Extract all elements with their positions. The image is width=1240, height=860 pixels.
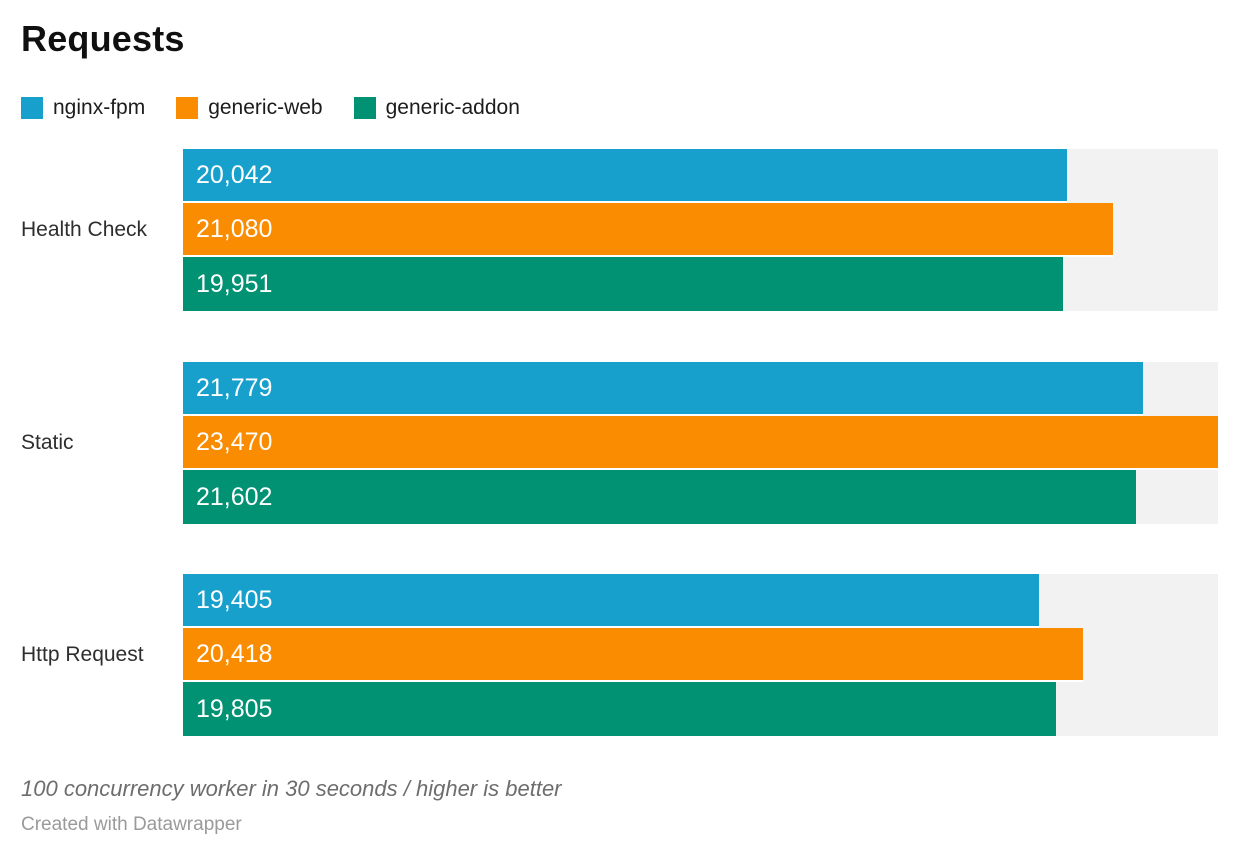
bar-generic-web: 21,080 [183, 203, 1113, 257]
bar-row: 21,602 [183, 470, 1218, 524]
category-label: Http Request [21, 643, 144, 666]
bar-row: 20,418 [183, 628, 1218, 682]
bar-value-label: 21,779 [196, 373, 273, 402]
bar-value-label: 19,951 [196, 269, 273, 298]
legend-item-nginx-fpm: nginx-fpm [21, 96, 145, 120]
bar-row: 19,951 [183, 257, 1218, 311]
legend-label: generic-addon [385, 96, 520, 119]
category-label: Health Check [21, 218, 148, 241]
color-swatch-icon [21, 97, 43, 119]
bar-row: 21,779 [183, 362, 1218, 416]
bar-nginx-fpm: 21,779 [183, 362, 1144, 416]
chart-footnote: 100 concurrency worker in 30 seconds / h… [21, 776, 562, 801]
bar-nginx-fpm: 19,405 [183, 574, 1039, 628]
bar-row: 20,042 [183, 149, 1218, 203]
bar-row: 21,080 [183, 203, 1218, 257]
bar-generic-addon: 21,602 [183, 470, 1136, 524]
bar-group: Static 21,779 23,470 21,602 [0, 362, 1240, 524]
bar-generic-addon: 19,951 [183, 257, 1063, 311]
bar-value-label: 23,470 [196, 427, 273, 456]
bars-area: 19,405 20,418 19,805 [183, 574, 1218, 736]
bar-row: 19,805 [183, 682, 1218, 736]
bar-value-label: 19,405 [196, 585, 273, 614]
bar-value-label: 20,418 [196, 639, 273, 668]
bar-value-label: 19,805 [196, 694, 273, 723]
bar-group: Http Request 19,405 20,418 19,805 [0, 574, 1240, 736]
bar-value-label: 21,080 [196, 214, 273, 243]
chart-title: Requests [21, 18, 185, 59]
bar-generic-web: 20,418 [183, 628, 1084, 682]
legend-item-generic-addon: generic-addon [353, 96, 520, 120]
bar-row: 23,470 [183, 416, 1218, 470]
chart: Health Check 20,042 21,080 19,951 Static 21,7… [0, 149, 1240, 787]
bar-generic-addon: 19,805 [183, 682, 1057, 736]
legend: nginx-fpm generic-web generic-addon [21, 96, 551, 120]
bar-group: Health Check 20,042 21,080 19,951 [0, 149, 1240, 311]
legend-item-generic-web: generic-web [176, 96, 323, 120]
color-swatch-icon [353, 97, 376, 119]
bars-area: 20,042 21,080 19,951 [183, 149, 1218, 311]
bar-value-label: 20,042 [196, 160, 273, 189]
bar-nginx-fpm: 20,042 [183, 149, 1067, 203]
bar-generic-web: 23,470 [183, 416, 1218, 470]
legend-label: nginx-fpm [53, 96, 146, 119]
datawrapper-credit-link[interactable]: Created with Datawrapper [21, 814, 242, 835]
color-swatch-icon [176, 97, 199, 119]
bars-area: 21,779 23,470 21,602 [183, 362, 1218, 524]
bar-row: 19,405 [183, 574, 1218, 628]
legend-label: generic-web [208, 96, 323, 119]
category-label: Static [21, 431, 74, 454]
bar-value-label: 21,602 [196, 482, 273, 511]
